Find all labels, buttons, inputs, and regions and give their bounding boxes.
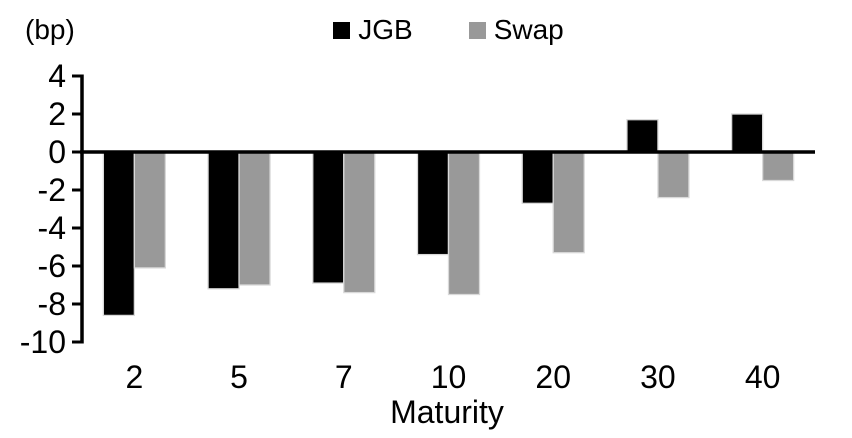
bar-swap-30 [657,151,690,199]
bar-jgb-20 [521,151,554,204]
y-tick-label: 0 [48,134,66,170]
bar-swap-20 [552,151,585,254]
bar-jgb-30 [626,119,659,153]
legend-label-jgb: JGB [358,14,413,45]
legend-swatch-jgb-icon [333,21,351,39]
y-tick-label: 2 [48,96,66,132]
bar-jgb-5 [207,151,240,290]
y-tick-label: -10 [20,324,66,360]
bar-jgb-40 [730,113,764,153]
x-tick-label: 5 [230,359,248,395]
legend: JGB Swap [92,15,805,45]
bar-jgb-10 [416,151,450,256]
legend-item-swap: Swap [468,14,564,45]
y-tick-label: -2 [38,172,66,208]
bar-swap-5 [238,151,271,286]
x-tick-label: 10 [431,359,467,395]
y-tick-label: -8 [38,286,66,322]
x-tick-label: 20 [535,359,571,395]
x-axis-title: Maturity [390,394,504,430]
legend-label-swap: Swap [493,14,564,45]
y-tick-label: -4 [38,210,66,246]
bar-swap-7 [343,151,376,294]
y-tick-label: 4 [48,58,66,94]
y-axis-unit-label: (bp) [25,14,75,45]
x-tick-label: 40 [745,359,781,395]
legend-swatch-swap-icon [468,21,486,39]
bar-swap-40 [761,151,795,182]
bar-jgb-7 [312,151,345,284]
legend-item-jgb: JGB [333,14,413,45]
y-tick-label: -6 [38,248,66,284]
bar-jgb-2 [102,151,136,317]
bar-swap-2 [133,151,167,269]
bar-swap-10 [447,151,481,296]
x-tick-label: 2 [125,359,143,395]
x-tick-label: 7 [335,359,353,395]
x-tick-label: 30 [640,359,676,395]
